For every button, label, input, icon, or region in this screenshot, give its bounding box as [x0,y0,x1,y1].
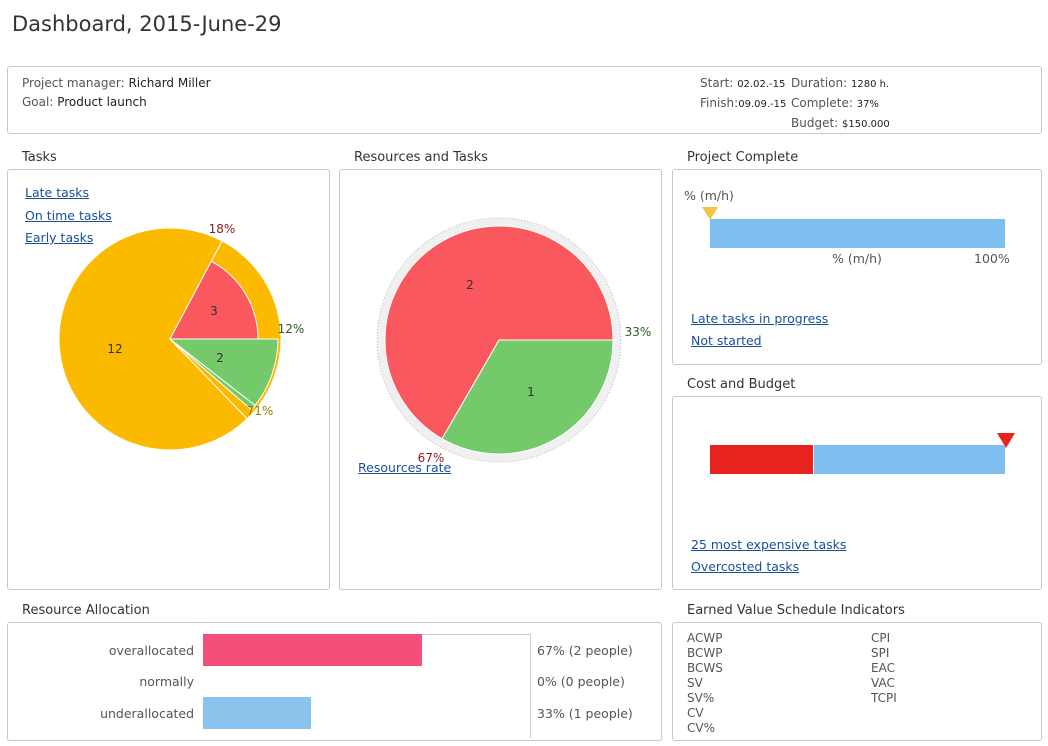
ev-cv: CV [687,706,704,720]
resources-rate-link[interactable]: Resources rate [358,460,452,475]
progress-bar [710,219,1005,248]
ev-cpi: CPI [871,631,891,645]
budget-marker-icon [997,433,1015,448]
on-time-tasks-link[interactable]: On time tasks [25,207,112,223]
pm-label: Project manager: [22,76,125,90]
ev-eac: EAC [871,661,895,675]
ev-sv: SV [687,676,703,690]
ev-cv-pct: CV% [687,721,715,735]
allocation-value-normally: 0% (0 people) [537,674,625,689]
late-tasks-link[interactable]: Late tasks [25,185,90,200]
resources-pct-67: 67% [418,451,445,465]
percent-axis-label: % (m/h) [832,251,882,266]
resource-allocation-title: Resource Allocation [22,603,150,618]
ev-bcws: BCWS [687,661,723,675]
budget-value: $150.000 [842,119,890,130]
progress-marker-icon [702,207,718,220]
resources-value-2: 2 [466,278,474,292]
earned-value-title: Earned Value Schedule Indicators [687,603,905,618]
project-complete-title: Project Complete [687,150,799,165]
goal-label: Goal: [22,95,54,109]
resources-value-1: 1 [527,385,535,399]
ev-vac: VAC [871,676,895,690]
ev-tcpi: TCPI [871,691,897,705]
tasks-pct-12: 12% [278,322,305,336]
allocation-category-overallocated: overallocated [108,643,194,658]
tasks-slice-2 [168,338,279,407]
earned-value-col2: CPI SPI EAC VAC TCPI [871,631,897,706]
finish-label: Finish: [700,96,739,110]
budget-label: Budget: [791,116,839,130]
finish-value: 09.09.-15 [738,99,787,110]
cost-budget-title: Cost and Budget [687,377,796,392]
late-tasks-in-progress-link[interactable]: Late tasks in progress [691,311,829,326]
resources-pct-33: 33% [625,325,652,339]
cost-spent-bar [710,445,814,474]
earned-value-panel: ACWP BCWP BCWS SV SV% CV CV% CPI SPI EAC… [672,622,1042,741]
page-title: Dashboard, 2015-June-29 [12,12,282,36]
goal-value: Product launch [57,95,147,109]
project-complete-panel: % (m/h) % (m/h) 100% Late tasks in progr… [672,169,1042,365]
tasks-title: Tasks [22,150,57,165]
allocation-bar-underallocated [203,697,311,729]
cost-budget-panel: 25 most expensive tasks Overcosted tasks [672,396,1042,590]
ev-spi: SPI [871,646,890,660]
allocation-bar-overallocated [203,634,422,666]
resources-panel: 2 1 33% 67% Resources rate [339,169,662,590]
early-tasks-link[interactable]: Early tasks [25,230,94,245]
allocation-category-underallocated: underallocated [100,706,194,721]
percent-top-label: % (m/h) [684,188,734,203]
resources-title: Resources and Tasks [354,150,488,165]
project-info-panel: Project manager: Richard Miller Goal: Pr… [7,66,1042,134]
tasks-panel: 12 3 2 18% 12% 71% Late tasks On time tasks E… [7,169,330,590]
complete-value: 37% [856,99,879,110]
tasks-slice-12 [58,227,248,451]
most-expensive-tasks-link[interactable]: 25 most expensive tasks [691,537,847,552]
start-label: Start: [700,76,734,90]
tasks-value-2: 2 [216,351,224,365]
ev-sv-pct: SV% [687,691,715,705]
start-value: 02.02.-15 [737,79,786,90]
tasks-pie-chart: 12 3 2 18% 12% 71% [58,222,305,451]
earned-value-col1: ACWP BCWP BCWS SV SV% CV CV% [687,631,723,736]
ev-acwp: ACWP [687,631,723,645]
tasks-value-12: 12 [107,342,122,356]
tasks-slice-1 [169,338,256,411]
allocation-axis-right [530,634,531,738]
tasks-slice-3 [169,260,259,340]
resources-slice-1 [441,339,614,455]
duration-label: Duration: [791,76,848,90]
tasks-value-3: 3 [210,304,218,318]
allocation-value-overallocated: 67% (2 people) [537,643,633,658]
complete-label: Complete: [791,96,853,110]
overcosted-tasks-link[interactable]: Overcosted tasks [691,559,800,574]
percent-max-label: 100% [974,251,1010,266]
resources-slice-2 [384,225,614,440]
tasks-pct-18: 18% [209,222,236,236]
allocation-value-underallocated: 33% (1 people) [537,706,633,721]
pm-value: Richard Miller [128,76,211,90]
allocation-category-normally: normally [139,674,194,689]
tasks-pct-71: 71% [247,404,274,418]
not-started-link[interactable]: Not started [691,333,762,348]
duration-value: 1280 h. [851,79,890,90]
resource-allocation-panel: overallocated 67% (2 people) normally 0% (0… [7,622,662,741]
resources-pie-chart: 2 1 33% 67% [376,217,652,465]
ev-bcwp: BCWP [687,646,723,660]
